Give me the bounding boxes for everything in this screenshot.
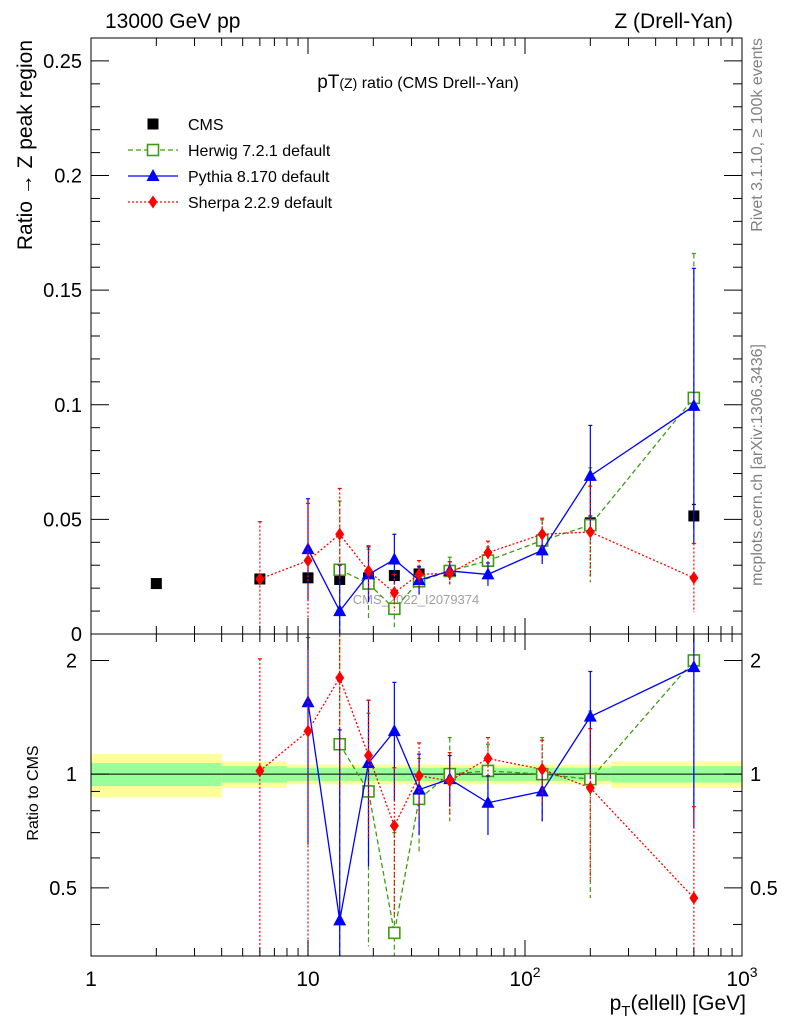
y-tick-label-main: 0 [71, 624, 82, 646]
legend-cms-label: CMS [188, 117, 224, 134]
sherpa-ratio-point [363, 749, 373, 763]
x-tick-exponent: 2 [533, 964, 541, 980]
legend-herwig-label: Herwig 7.2.1 default [188, 143, 331, 160]
pythia-point [333, 604, 347, 617]
sherpa-point [414, 567, 424, 581]
y-tick-label-ratio-right: 0.5 [750, 878, 778, 900]
x-tick-base: 10 [509, 968, 532, 991]
legend-pythia-label: Pythia 8.170 default [188, 169, 330, 186]
pythia-line [307, 405, 695, 613]
ratio-panel-frame [90, 633, 743, 957]
mcplots-label: mcplots.cern.ch [arXiv:1306.3436] [749, 344, 766, 586]
pythia-ratio-point [687, 660, 701, 673]
xlabel-main: p [610, 992, 622, 1015]
pythia-point [481, 567, 495, 580]
sherpa-ratio-point [389, 819, 399, 833]
y-tick-label-ratio-right: 2 [750, 650, 761, 672]
pythia-ratio-point [583, 709, 597, 722]
pythia-point [583, 468, 597, 481]
y-axis-label-bottom: Ratio to CMS [25, 745, 42, 840]
sherpa-ratio-point [445, 774, 455, 788]
pythia-ratio-point [481, 795, 495, 808]
y-axis-label-top: Ratio → Z peak region [14, 40, 37, 250]
pythia-point [387, 552, 401, 565]
sherpa-ratio-point [483, 752, 493, 766]
sherpa-point [255, 572, 265, 586]
y-tick-label-main: 0.1 [54, 395, 82, 417]
legend-sherpa-marker [148, 195, 158, 209]
ratio-panel-series [255, 634, 701, 956]
y-tick-label-main: 0.05 [43, 509, 82, 531]
x-tick-base: 1 [85, 968, 97, 991]
herwig-ratio-point [388, 926, 401, 940]
y-tick-label-ratio-right: 1 [750, 764, 761, 786]
x-tick-base: 10 [726, 968, 749, 991]
sherpa-ratio-point [414, 769, 424, 783]
sherpa-ratio-point [689, 891, 699, 905]
pythia-ratio-point [387, 724, 401, 737]
header-right: Z (Drell-Yan) [614, 10, 733, 33]
axes [90, 37, 743, 957]
sherpa-point [483, 546, 493, 560]
x-axis-label: pT(ellell) [GeV] [610, 992, 746, 1020]
rivet-label: Rivet 3.1.10, ≥ 100k events [749, 38, 766, 232]
x-tick-exponent: 3 [750, 964, 758, 980]
sherpa-point [363, 564, 373, 578]
title-main: pT [317, 72, 340, 93]
pythia-ratio-point [535, 784, 549, 797]
sherpa-point [303, 554, 313, 568]
y-tick-label-ratio: 1 [66, 764, 77, 786]
sherpa-point [445, 566, 455, 580]
pythia-point [687, 398, 701, 411]
sherpa-ratio-point [255, 764, 265, 778]
x-tick-label: 10 [296, 968, 319, 991]
y-tick-label-ratio: 0.5 [49, 878, 77, 900]
legend-herwig-marker [146, 143, 160, 157]
sherpa-point [335, 527, 345, 541]
xlabel-rest: (ellell) [GeV] [630, 992, 746, 1015]
header-left: 13000 GeV pp [105, 10, 240, 33]
y-tick-label-ratio: 2 [66, 650, 77, 672]
cms-point [150, 578, 162, 590]
herwig-ratio-line [339, 660, 695, 933]
watermark: CMS_2022_I2079374 [353, 592, 480, 607]
pythia-point [535, 543, 549, 556]
legend-pythia-marker [146, 169, 160, 181]
sherpa-ratio-point [585, 781, 595, 795]
x-tick-base: 10 [296, 968, 319, 991]
pythia-ratio-point [333, 913, 347, 926]
y-tick-label-main: 0.15 [43, 280, 82, 302]
legend: CMS Herwig 7.2.1 default Pythia 8.170 defa… [128, 117, 333, 212]
sherpa-ratio-line [259, 676, 695, 899]
x-tick-label: 103 [726, 964, 757, 991]
y-tick-label-main: 0.2 [54, 166, 82, 188]
pythia-ratio-line [307, 666, 695, 921]
sherpa-point [389, 586, 399, 600]
main-panel-series [150, 252, 701, 634]
y-tick-label-main: 0.25 [43, 51, 82, 73]
legend-cms-marker [147, 118, 159, 130]
sherpa-ratio-point [335, 671, 345, 685]
herwig-point [388, 602, 401, 616]
x-tick-label: 102 [509, 964, 540, 991]
legend-sherpa-label: Sherpa 2.2.9 default [188, 195, 333, 212]
xlabel-sub: T [621, 1003, 630, 1020]
pythia-ratio-point [301, 695, 315, 708]
sherpa-ratio-point [303, 724, 313, 738]
sherpa-point [585, 525, 595, 539]
title-sub: (Z) [339, 75, 357, 91]
sherpa-point [537, 527, 547, 541]
x-tick-label: 1 [85, 968, 97, 991]
plot-title: pT(Z) ratio (CMS Drell--Yan) [317, 72, 519, 93]
sherpa-ratio-point [537, 762, 547, 776]
title-rest: ratio (CMS Drell--Yan) [357, 75, 519, 92]
sherpa-point [689, 571, 699, 585]
